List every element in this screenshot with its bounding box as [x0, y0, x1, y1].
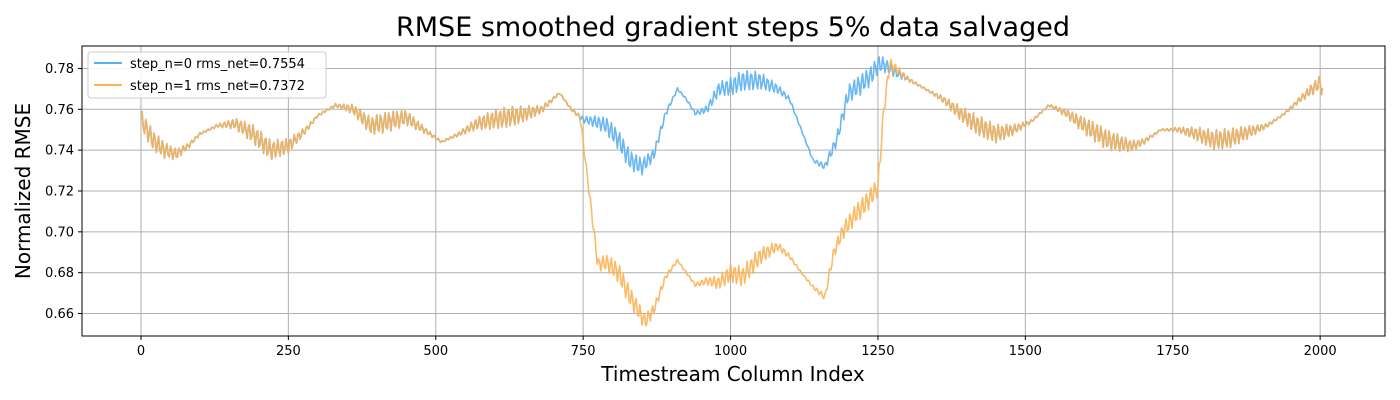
x-tick-label: 1000 — [714, 344, 747, 359]
series-line-2 — [140, 58, 1324, 327]
x-tick-label: 1500 — [1009, 344, 1042, 359]
x-tick-label: 500 — [423, 344, 448, 359]
y-tick-label: 0.78 — [45, 62, 74, 77]
y-tick-label: 0.74 — [45, 144, 74, 159]
legend-label-series-1: step_n=0 rms_net=0.7554 — [130, 57, 305, 72]
x-tick-label: 750 — [571, 344, 596, 359]
x-axis-ticks: 0 250 500 750 1000 1250 1500 1750 2000 — [137, 336, 1337, 359]
x-tick-label: 250 — [276, 344, 301, 359]
y-tick-label: 0.66 — [45, 307, 74, 322]
y-axis-ticks: 0.66 0.68 0.70 0.72 0.74 0.76 0.78 — [45, 62, 82, 322]
chart-title: RMSE smoothed gradient steps 5% data sal… — [396, 12, 1070, 43]
y-tick-label: 0.76 — [45, 103, 74, 118]
grid-lines — [82, 46, 1385, 336]
y-tick-label: 0.68 — [45, 266, 74, 281]
y-tick-label: 0.72 — [45, 185, 74, 200]
legend: step_n=0 rms_net=0.7554 step_n=1 rms_net… — [87, 51, 327, 99]
series-lines — [140, 56, 1324, 327]
x-tick-label: 1750 — [1156, 344, 1189, 359]
legend-label-series-2: step_n=1 rms_net=0.7372 — [130, 79, 305, 94]
y-tick-label: 0.70 — [45, 225, 74, 240]
x-tick-label: 0 — [137, 344, 145, 359]
x-axis-label: Timestream Column Index — [600, 362, 865, 386]
x-tick-label: 1250 — [861, 344, 894, 359]
y-axis-label: Normalized RMSE — [11, 103, 35, 279]
x-tick-label: 2000 — [1304, 344, 1337, 359]
legend-box — [87, 51, 327, 99]
